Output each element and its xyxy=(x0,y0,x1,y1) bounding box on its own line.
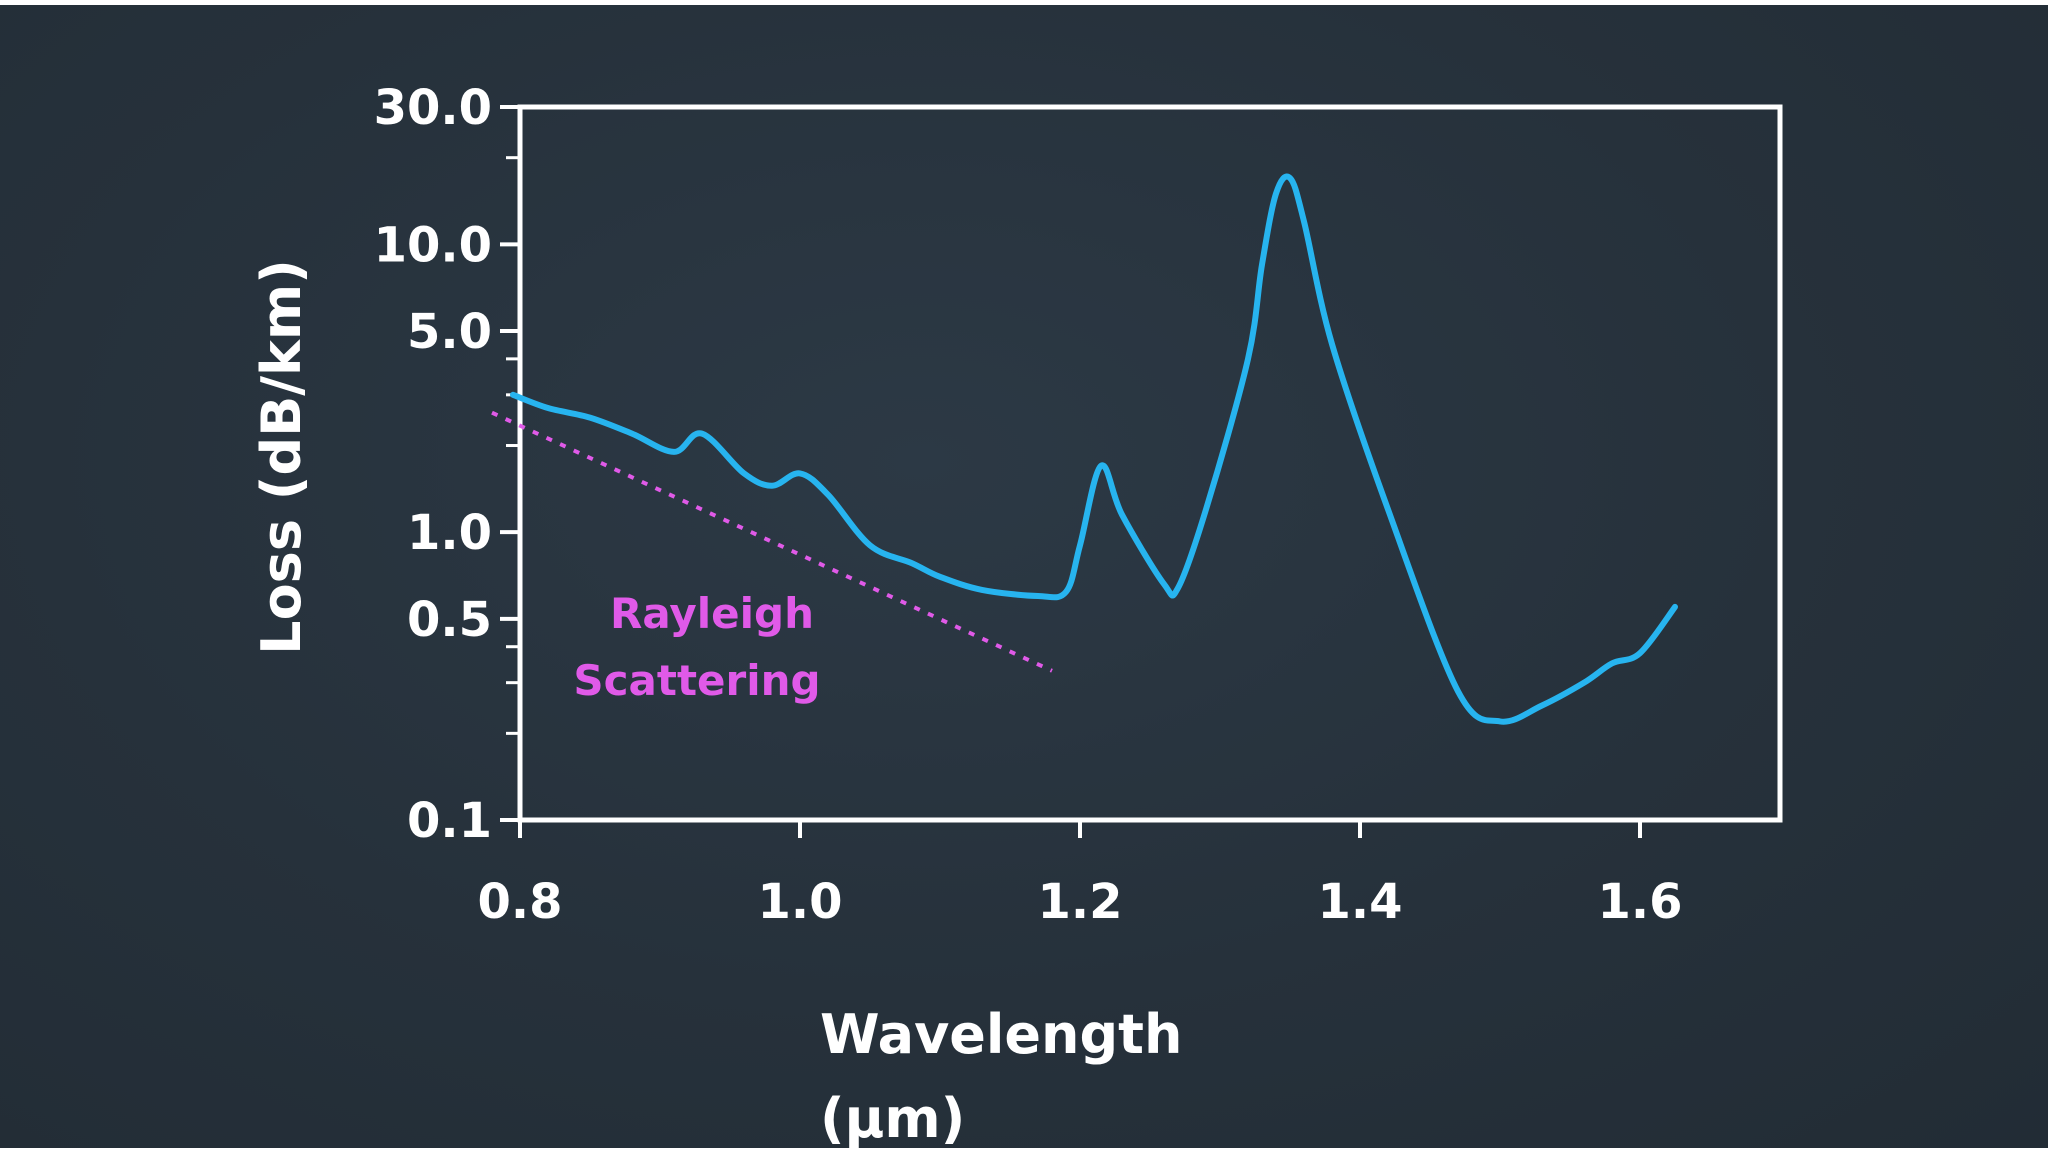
bottom-border xyxy=(0,1148,2048,1152)
x-axis-title-line1: Wavelength xyxy=(820,1003,1182,1066)
y-tick-label: 0.1 xyxy=(407,793,492,849)
x-tick-label: 1.2 xyxy=(1037,874,1122,930)
x-tick-label: 1.6 xyxy=(1597,874,1682,930)
rayleigh-scattering-line xyxy=(491,410,1053,673)
y-axis-title: Loss (dB/km) xyxy=(250,259,313,655)
x-tick-label: 0.8 xyxy=(477,874,562,930)
y-tick-label: 5.0 xyxy=(407,304,492,360)
y-tick-label: 30.0 xyxy=(374,80,492,136)
y-tick-label: 1.0 xyxy=(407,505,492,561)
y-tick-label: 0.5 xyxy=(407,592,492,648)
x-axis-ticks: 0.8 1.0 1.2 1.4 1.6 xyxy=(477,820,1683,930)
x-tick-label: 1.0 xyxy=(757,874,842,930)
x-axis-title-line2: (μm) xyxy=(820,1087,965,1150)
y-tick-label: 10.0 xyxy=(374,217,492,273)
annotation-rayleigh: Rayleigh xyxy=(610,589,814,638)
plot-frame xyxy=(517,104,1783,823)
x-tick-label: 1.4 xyxy=(1317,874,1402,930)
y-axis-ticks: 0.1 0.5 1.0 5.0 10.0 30.0 xyxy=(374,80,520,849)
top-border xyxy=(0,0,2048,5)
annotation-scattering: Scattering xyxy=(573,656,820,705)
fiber-loss-curve xyxy=(510,173,1678,725)
